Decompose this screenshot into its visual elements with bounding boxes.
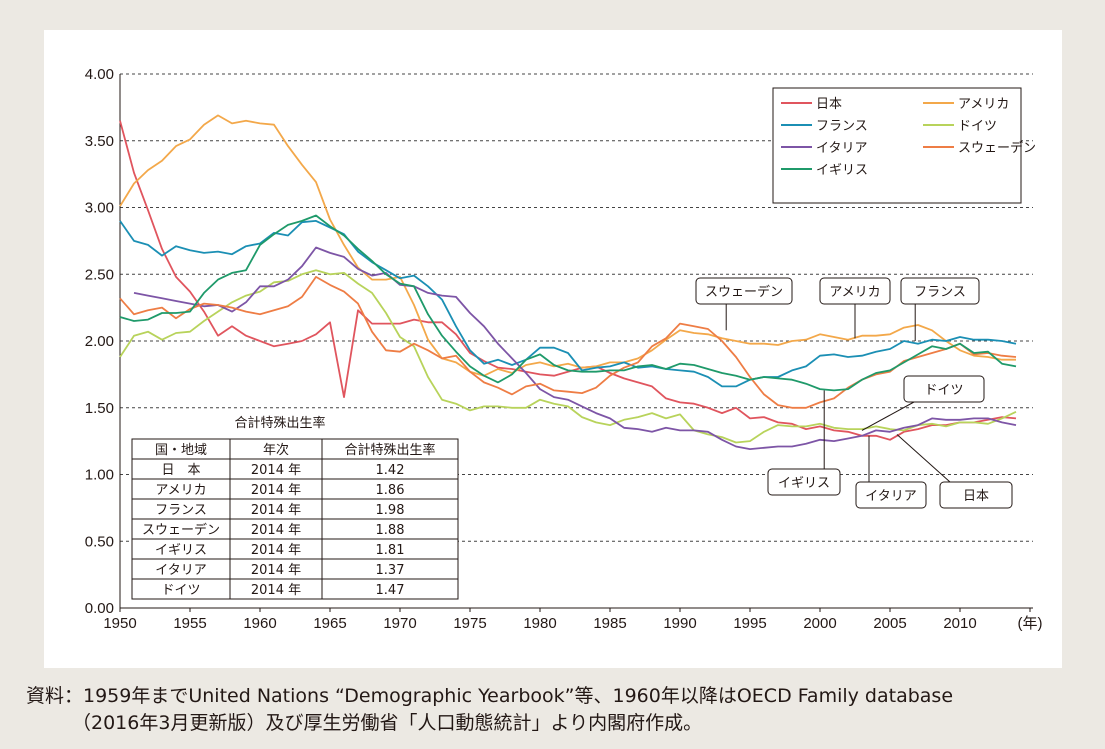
table-cell: 2014 年 <box>251 523 301 538</box>
x-tick-label: 1980 <box>523 615 556 632</box>
x-tick-label: 1955 <box>173 615 206 632</box>
table-cell: スウェーデン <box>142 522 220 538</box>
callout-box <box>855 481 927 509</box>
source-line-1: 資料：1959年までUnited Nations “Demographic Ye… <box>26 685 954 707</box>
x-tick-label: 1985 <box>593 615 626 632</box>
table-cell: 2014 年 <box>251 583 301 598</box>
x-tick-label: 1995 <box>733 615 766 632</box>
callout-box <box>939 481 1013 509</box>
callout-leader <box>896 434 951 483</box>
x-tick-label: 1990 <box>663 615 696 632</box>
y-tick-label: 4.00 <box>85 66 114 83</box>
table-title: 合計特殊出生率 <box>234 415 325 431</box>
y-tick-label: 0.50 <box>85 533 114 550</box>
x-tick-label: 1965 <box>313 615 346 632</box>
legend-label: イギリス <box>816 163 868 178</box>
series-line-0 <box>119 120 1017 441</box>
callout-box <box>903 375 985 403</box>
fertility-rate-chart: 0.00 0.50 1.00 1.50 2.00 2.50 3.00 3.50 4.00 1950… <box>85 66 1043 632</box>
table-cell: 日 本 <box>161 463 200 478</box>
x-tick-label: 1950 <box>103 615 136 632</box>
table-cell: 1.42 <box>376 463 405 478</box>
table-cell: 2014 年 <box>251 483 301 498</box>
table-cell: 2014 年 <box>251 563 301 578</box>
callout-label: フランス <box>914 285 966 300</box>
y-tick-label: 0.00 <box>85 600 114 617</box>
callout-leader <box>861 401 915 431</box>
y-tick-label: 3.00 <box>85 200 114 217</box>
callout-box <box>767 468 841 496</box>
y-tick-label: 1.50 <box>85 400 114 417</box>
legend-label: スウェーデン <box>958 140 1036 156</box>
callout-label: ドイツ <box>924 383 963 398</box>
callout-box <box>819 277 891 305</box>
table-cell: 1.86 <box>376 483 405 498</box>
table-header-cell: 年次 <box>263 442 289 458</box>
series-line-4 <box>133 246 1017 451</box>
legend-label: ドイツ <box>958 119 997 134</box>
table-header-cell: 合計特殊出生率 <box>344 442 435 458</box>
table-cell: 2014 年 <box>251 503 301 518</box>
table-cell: イタリア <box>155 563 206 578</box>
legend-box <box>772 87 1022 204</box>
table-cell: ドイツ <box>161 583 200 598</box>
table-cell: 1.81 <box>376 543 405 558</box>
legend-label: フランス <box>816 119 868 134</box>
x-tick-label: 2010 <box>943 615 976 632</box>
callout-label: アメリカ <box>829 285 880 300</box>
y-tick-label: 3.50 <box>85 133 114 150</box>
table-cell: フランス <box>155 503 207 518</box>
callout-label: スウェーデン <box>705 284 783 300</box>
table-cell: 1.98 <box>376 503 405 518</box>
x-tick-label: 1970 <box>383 615 416 632</box>
series-line-2 <box>119 219 1017 388</box>
callout-box <box>900 277 980 305</box>
series-line-6 <box>119 214 1017 392</box>
series-line-1 <box>119 114 1016 377</box>
legend-label: アメリカ <box>958 97 1009 112</box>
x-tick-label: (年) <box>1018 615 1043 632</box>
legend-label: 日本 <box>816 97 842 112</box>
x-tick-label: 1960 <box>243 615 276 632</box>
callout-label: イタリア <box>865 489 916 504</box>
x-tick-label: 1975 <box>453 615 486 632</box>
table-cell: 1.47 <box>376 583 405 598</box>
y-tick-label: 2.50 <box>85 266 114 283</box>
y-tick-label: 2.00 <box>85 333 114 350</box>
x-tick-label: 2000 <box>803 615 836 632</box>
table-cell: イギリス <box>155 543 207 558</box>
table-cell: アメリカ <box>155 483 206 498</box>
chart-panel: 0.00 0.50 1.00 1.50 2.00 2.50 3.00 3.50 4.00 1950… <box>44 30 1062 668</box>
table-cell: 1.88 <box>376 523 405 538</box>
callout-label: 日本 <box>963 489 989 504</box>
table-cell: 2014 年 <box>251 463 301 478</box>
legend-label: イタリア <box>816 141 867 156</box>
callout-box <box>695 277 793 305</box>
y-tick-label: 1.00 <box>85 467 114 484</box>
table-cell: 1.37 <box>376 563 405 578</box>
callout-label: イギリス <box>778 476 830 491</box>
table-cell: 2014 年 <box>251 543 301 558</box>
table-header-cell: 国・地域 <box>155 443 207 458</box>
source-note: 資料：1959年までUnited Nations “Demographic Ye… <box>26 683 1096 737</box>
x-tick-label: 2005 <box>873 615 906 632</box>
source-line-2: （2016年3月更新版）及び厚生労働省「人口動態統計」より内閣府作成。 <box>72 712 703 734</box>
